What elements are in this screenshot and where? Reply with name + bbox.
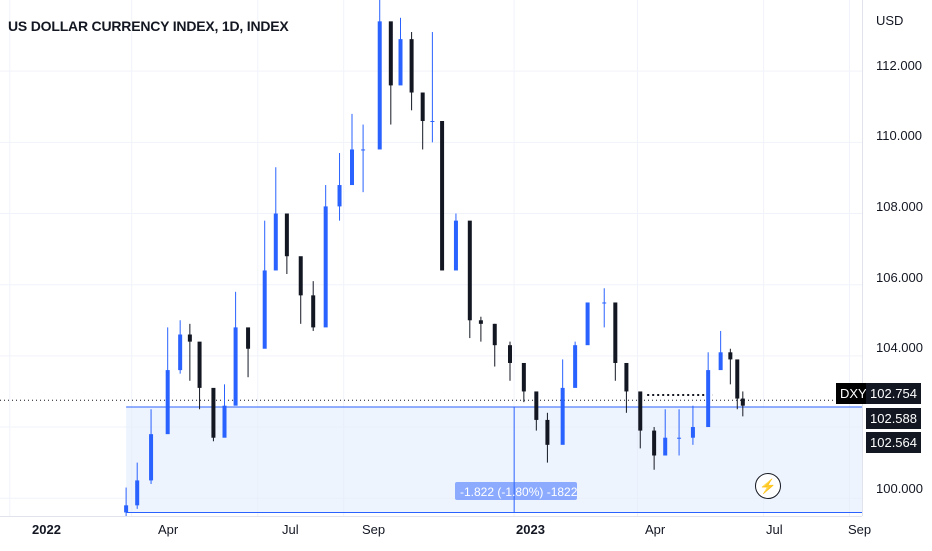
candle-body (149, 434, 154, 481)
candle-body (440, 120, 445, 271)
candle-body (409, 39, 414, 93)
candle-body (613, 302, 618, 363)
time-label-apr-2022: Apr (158, 522, 179, 537)
candle-body (585, 302, 590, 346)
candle-body (430, 120, 435, 122)
candle-body (728, 352, 733, 360)
candle-body (284, 213, 289, 257)
price-scale[interactable] (862, 0, 932, 516)
candle-body (323, 206, 328, 328)
candle-body (262, 270, 267, 349)
chart-title: US DOLLAR CURRENCY INDEX, 1D, INDEX (8, 18, 289, 34)
candle-body (420, 92, 425, 121)
measure-label: -1.822 (-1.80%) -1822 (460, 485, 578, 499)
candle-body (573, 345, 578, 388)
candle-body (652, 430, 657, 456)
time-label-sep-2023: Sep (848, 522, 872, 537)
candle-body (337, 185, 342, 207)
candle-body (624, 362, 629, 392)
candle-body (350, 149, 355, 186)
candle-body (197, 341, 202, 388)
price-tick-108: 108.000 (876, 199, 923, 214)
candle-body (165, 370, 170, 435)
candle-body (560, 387, 565, 445)
candle-body (663, 437, 668, 456)
candle-body (211, 387, 216, 438)
candle-body (677, 437, 682, 439)
time-label-jul-2022: Jul (282, 522, 299, 537)
candle-body (690, 427, 695, 438)
candle-body (534, 391, 539, 420)
time-label-apr-2023: Apr (645, 522, 666, 537)
price-chart[interactable] (0, 0, 862, 516)
candle-body (273, 213, 278, 271)
candle-body (718, 352, 723, 371)
lightning-bolt-icon[interactable]: ⚡ (755, 473, 781, 499)
candle-body (735, 359, 740, 399)
time-scale[interactable] (0, 516, 862, 551)
candle-body (135, 480, 140, 506)
candle-body (507, 345, 512, 363)
price-tick-104: 104.000 (876, 340, 923, 355)
candle-body (706, 370, 711, 428)
candle-body (638, 391, 643, 431)
price-tick-106: 106.000 (876, 270, 923, 285)
price-tag-2: 102.588 (866, 408, 921, 429)
candle-body (178, 334, 183, 371)
price-tick-112: 112.000 (876, 58, 923, 73)
candle-body (233, 327, 238, 406)
candle-body (453, 220, 458, 271)
time-label-2023: 2023 (516, 522, 545, 537)
time-label-2022: 2022 (32, 522, 61, 537)
candle-body (311, 295, 316, 328)
time-label-sep-2022: Sep (362, 522, 386, 537)
candle-body (187, 334, 192, 342)
candle-body (222, 405, 227, 438)
candle-body (602, 302, 607, 304)
currency-label: USD (876, 13, 904, 28)
candle-body (492, 323, 497, 346)
symbol-tag: DXY (836, 383, 871, 404)
measure-label-bg (455, 482, 577, 500)
candle-body (467, 220, 472, 321)
price-tick-110: 110.000 (876, 128, 923, 143)
candle-body (388, 21, 393, 86)
last-price-tag: 102.754 (866, 383, 921, 404)
candle-body (398, 39, 403, 86)
time-label-jul-2023: Jul (766, 522, 783, 537)
candle-body (740, 398, 745, 406)
candle-body (377, 21, 382, 150)
candle-body (246, 327, 251, 349)
candle-body (545, 419, 550, 445)
candle-body (124, 505, 129, 513)
price-tick-100: 100.000 (876, 481, 923, 496)
price-tag-3: 102.564 (866, 432, 921, 453)
candle-body (521, 362, 526, 392)
candle-body (361, 149, 366, 151)
candle-body (298, 256, 303, 296)
candle-body (478, 320, 483, 324)
